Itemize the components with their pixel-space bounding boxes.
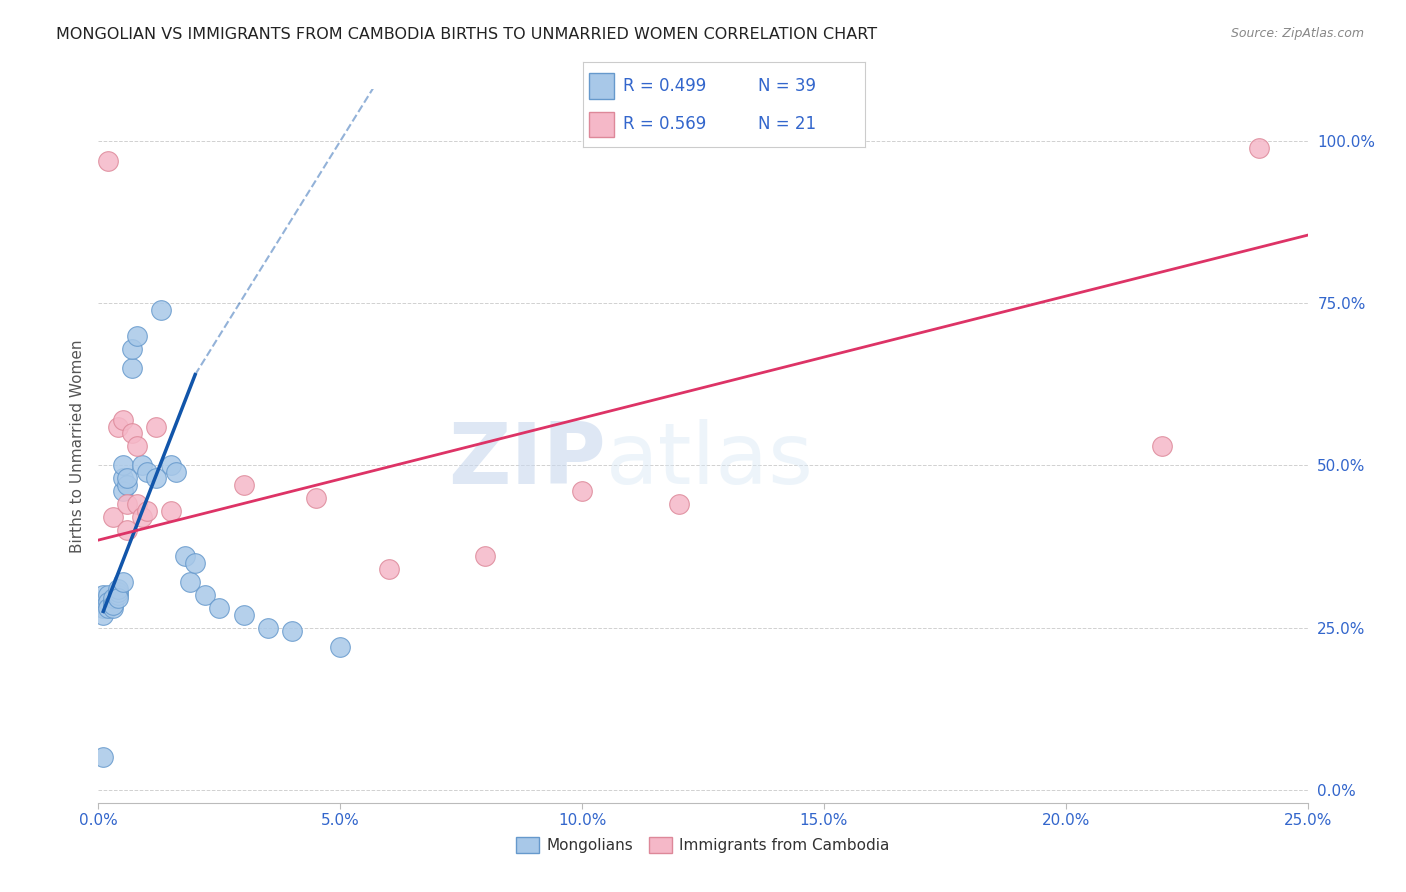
Point (117, 497, 139, 511)
Point (127, 497, 149, 511)
Point (329, 640, 352, 654)
Point (117, 478, 139, 492)
Point (111, 413, 134, 427)
Text: Source: ZipAtlas.com: Source: ZipAtlas.com (1230, 27, 1364, 40)
Point (97, 595, 120, 609)
Point (111, 575, 134, 590)
Point (305, 491, 328, 505)
Legend: Mongolians, Immigrants from Cambodia: Mongolians, Immigrants from Cambodia (510, 831, 896, 859)
Point (1152, 439, 1174, 453)
Point (91, 607, 114, 622)
Point (91, 750, 114, 764)
Point (1249, 140, 1271, 154)
Point (668, 497, 690, 511)
Text: ZIP: ZIP (449, 418, 606, 502)
Point (101, 595, 124, 609)
Point (281, 624, 304, 638)
FancyBboxPatch shape (589, 73, 614, 99)
Point (117, 471, 139, 485)
Point (160, 504, 183, 518)
Point (101, 510, 124, 524)
Point (150, 302, 173, 317)
Text: MONGOLIAN VS IMMIGRANTS FROM CAMBODIA BIRTHS TO UNMARRIED WOMEN CORRELATION CHAR: MONGOLIAN VS IMMIGRANTS FROM CAMBODIA BI… (56, 27, 877, 42)
Point (91, 601, 114, 615)
Point (97, 588, 120, 602)
Point (256, 621, 278, 635)
Point (208, 601, 231, 615)
Point (101, 598, 124, 612)
Y-axis label: Births to Unmarried Women: Births to Unmarried Women (69, 339, 84, 553)
Point (107, 585, 129, 599)
Point (232, 607, 254, 622)
Point (111, 471, 134, 485)
Point (184, 556, 207, 570)
Text: N = 39: N = 39 (758, 78, 815, 95)
Point (160, 458, 183, 473)
Point (91, 588, 114, 602)
Point (474, 549, 496, 564)
Point (97, 153, 120, 168)
Point (135, 465, 157, 479)
Text: atlas: atlas (606, 418, 814, 502)
Point (101, 601, 124, 615)
Point (135, 504, 157, 518)
Point (97, 601, 120, 615)
Point (107, 591, 129, 606)
FancyBboxPatch shape (589, 112, 614, 137)
Point (111, 484, 134, 499)
Point (232, 478, 254, 492)
Point (121, 425, 143, 440)
Text: R = 0.569: R = 0.569 (623, 115, 706, 133)
Point (111, 458, 134, 473)
Point (145, 471, 167, 485)
Text: R = 0.499: R = 0.499 (623, 78, 706, 95)
Point (107, 582, 129, 596)
Text: N = 21: N = 21 (758, 115, 815, 133)
Point (107, 419, 129, 434)
Point (127, 439, 149, 453)
Point (194, 588, 217, 602)
Point (179, 575, 201, 590)
Point (131, 458, 153, 473)
Point (101, 591, 124, 606)
Point (377, 562, 399, 576)
Point (571, 484, 593, 499)
Point (174, 549, 197, 564)
Point (127, 328, 149, 343)
Point (145, 419, 167, 434)
Point (121, 342, 143, 356)
Point (121, 361, 143, 376)
Point (131, 510, 153, 524)
Point (117, 524, 139, 538)
Point (107, 588, 129, 602)
Point (165, 465, 187, 479)
